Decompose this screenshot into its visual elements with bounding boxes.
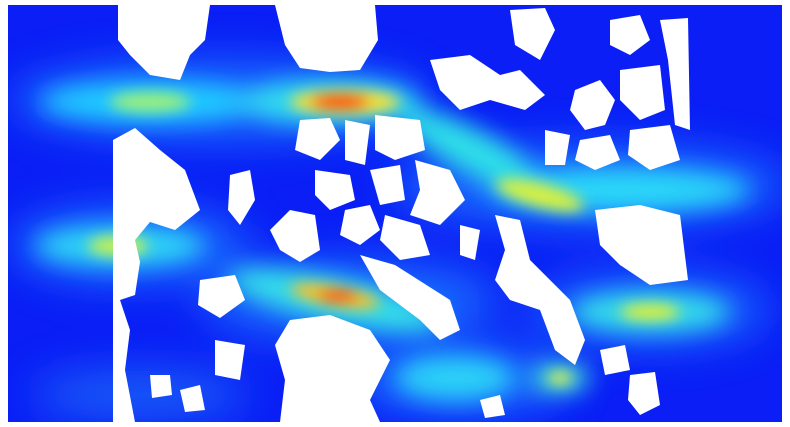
page: Flow field {} html, body { margin: 0; pa… bbox=[0, 0, 790, 427]
flow-field-image bbox=[0, 0, 790, 427]
field bbox=[8, 5, 790, 422]
page-body bbox=[0, 0, 790, 427]
